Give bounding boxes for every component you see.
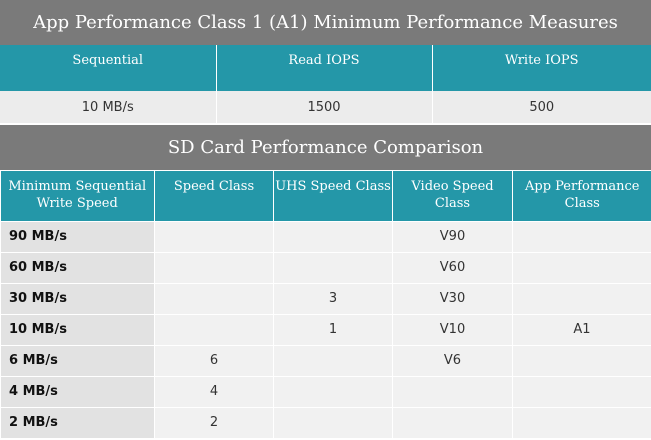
table-row: 2 MB/s 2 bbox=[0, 406, 651, 439]
speed-class-cell: 2 bbox=[154, 406, 274, 439]
app-class-cell bbox=[512, 406, 651, 439]
speed-class-cell bbox=[154, 220, 274, 253]
speed-class-cell bbox=[154, 251, 274, 284]
table-row: 10 MB/s 1 V10 A1 bbox=[0, 313, 651, 346]
app-class-cell bbox=[512, 282, 651, 315]
sd-comparison-table: Minimum Sequential Write Speed Speed Cla… bbox=[0, 171, 651, 439]
uhs-class-cell bbox=[273, 251, 393, 284]
speed-cell: 90 MB/s bbox=[0, 220, 155, 253]
video-class-cell: V60 bbox=[392, 251, 513, 284]
value-read-iops: 1500 bbox=[216, 91, 433, 123]
speed-class-cell bbox=[154, 282, 274, 315]
speed-cell: 30 MB/s bbox=[0, 282, 155, 315]
value-sequential: 10 MB/s bbox=[0, 91, 217, 123]
app-class-cell bbox=[512, 251, 651, 284]
app-class-cell: A1 bbox=[512, 313, 651, 346]
uhs-class-cell: 3 bbox=[273, 282, 393, 315]
uhs-class-cell bbox=[273, 220, 393, 253]
uhs-class-cell: 1 bbox=[273, 313, 393, 346]
uhs-class-cell bbox=[273, 344, 393, 377]
header-speed-class: Speed Class bbox=[154, 171, 274, 222]
app-class-cell bbox=[512, 375, 651, 408]
speed-class-cell bbox=[154, 313, 274, 346]
speed-class-cell: 4 bbox=[154, 375, 274, 408]
header-sequential: Sequential bbox=[0, 45, 217, 91]
speed-cell: 6 MB/s bbox=[0, 344, 155, 377]
uhs-class-cell bbox=[273, 375, 393, 408]
header-read-iops: Read IOPS bbox=[216, 45, 433, 91]
speed-class-cell: 6 bbox=[154, 344, 274, 377]
app-class-cell bbox=[512, 220, 651, 253]
a1-table-title: App Performance Class 1 (A1) Minimum Per… bbox=[0, 0, 651, 45]
speed-cell: 4 MB/s bbox=[0, 375, 155, 408]
video-class-cell bbox=[392, 375, 513, 408]
video-class-cell: V30 bbox=[392, 282, 513, 315]
header-write-iops: Write IOPS bbox=[432, 45, 651, 91]
table-row: 90 MB/s V90 bbox=[0, 220, 651, 253]
a1-performance-table: Sequential Read IOPS Write IOPS 10 MB/s … bbox=[0, 45, 651, 123]
uhs-class-cell bbox=[273, 406, 393, 439]
header-app-performance-class: App Performance Class bbox=[512, 171, 651, 222]
a1-header-row: Sequential Read IOPS Write IOPS bbox=[0, 45, 651, 91]
speed-cell: 2 MB/s bbox=[0, 406, 155, 439]
value-write-iops: 500 bbox=[432, 91, 651, 123]
a1-value-row: 10 MB/s 1500 500 bbox=[0, 91, 651, 123]
header-uhs-speed-class: UHS Speed Class bbox=[273, 171, 393, 222]
app-class-cell bbox=[512, 344, 651, 377]
video-class-cell bbox=[392, 406, 513, 439]
comparison-header-row: Minimum Sequential Write Speed Speed Cla… bbox=[0, 171, 651, 222]
header-min-write-speed: Minimum Sequential Write Speed bbox=[0, 171, 155, 222]
comparison-table-title: SD Card Performance Comparison bbox=[0, 125, 651, 170]
speed-cell: 10 MB/s bbox=[0, 313, 155, 346]
video-class-cell: V90 bbox=[392, 220, 513, 253]
table-row: 60 MB/s V60 bbox=[0, 251, 651, 284]
table-row: 4 MB/s 4 bbox=[0, 375, 651, 408]
video-class-cell: V6 bbox=[392, 344, 513, 377]
header-video-speed-class: Video Speed Class bbox=[392, 171, 513, 222]
video-class-cell: V10 bbox=[392, 313, 513, 346]
table-row: 30 MB/s 3 V30 bbox=[0, 282, 651, 315]
table-row: 6 MB/s 6 V6 bbox=[0, 344, 651, 377]
speed-cell: 60 MB/s bbox=[0, 251, 155, 284]
